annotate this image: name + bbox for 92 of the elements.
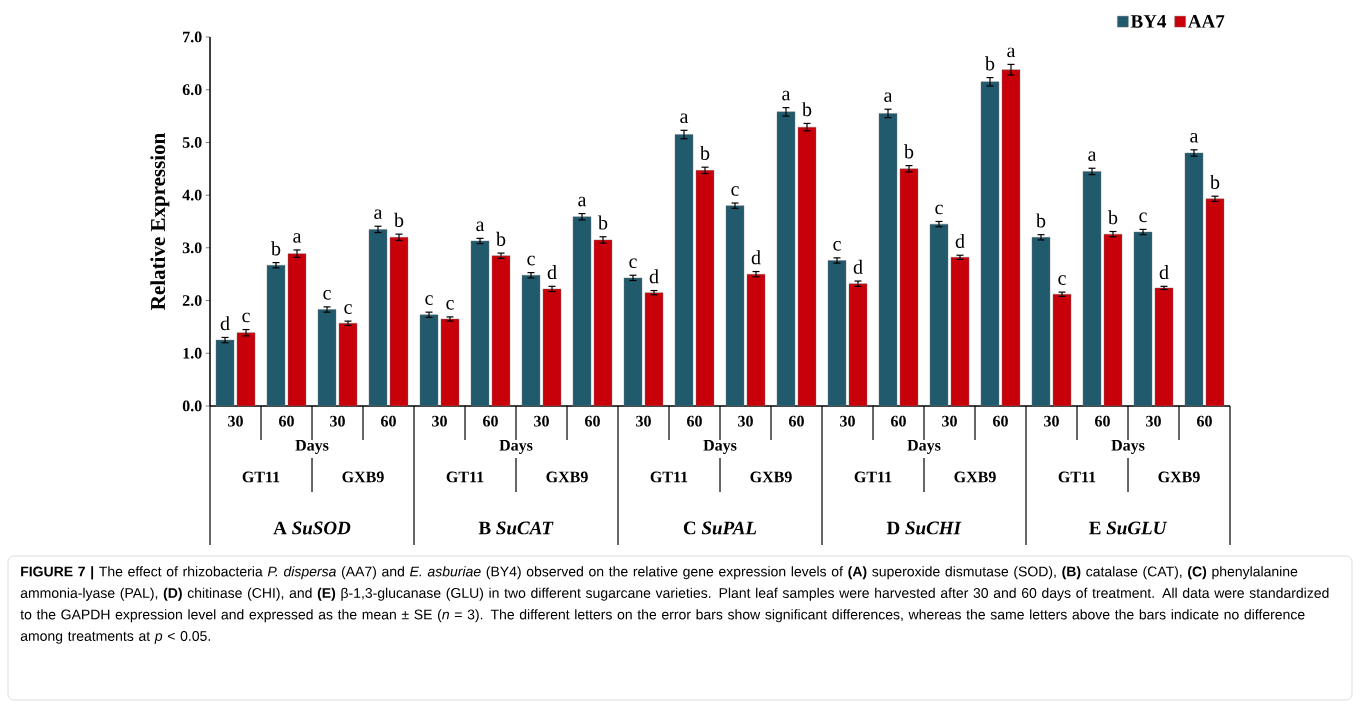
- data-label: d: [649, 269, 659, 284]
- y-tick-label: 7.0: [183, 31, 202, 43]
- y-tick-label: 6.0: [182, 84, 202, 96]
- y-axis-title: Relative Expression: [150, 133, 170, 310]
- text: GXB9: [1158, 471, 1200, 483]
- data-label: b: [496, 231, 506, 246]
- data-label: c: [446, 300, 454, 310]
- data-label: b: [904, 144, 914, 159]
- x-tick-label: 30: [840, 415, 855, 427]
- y-tick-label: 4.0: [182, 189, 202, 201]
- x-tick-label: 60: [585, 415, 600, 427]
- data-label: a: [884, 92, 893, 102]
- data-label: a: [293, 233, 302, 243]
- data-label: a: [374, 209, 383, 220]
- data-label: b: [1108, 210, 1118, 225]
- text: GXB9: [750, 471, 792, 483]
- legend-label: BY4: [1130, 15, 1167, 28]
- x-tick-label: 60: [483, 415, 498, 427]
- data-label: b: [394, 212, 404, 227]
- data-label: a: [680, 113, 689, 124]
- data-label: c: [1139, 212, 1147, 223]
- text: GT11: [854, 471, 892, 483]
- data-label: b: [271, 241, 281, 256]
- data-label: c: [1058, 275, 1066, 285]
- data-label: b: [985, 56, 995, 71]
- text: GT11: [650, 471, 688, 483]
- x-tick-label: 30: [330, 415, 345, 427]
- data-label: a: [1088, 151, 1097, 162]
- y-tick-label: 2.0: [182, 295, 202, 306]
- x-tick-label: 60: [993, 415, 1008, 427]
- x-tick-label: 30: [1044, 415, 1059, 427]
- data-label: c: [935, 204, 943, 215]
- x-tick-label: 30: [534, 415, 549, 427]
- data-label: a: [1190, 133, 1199, 143]
- data-label: c: [629, 258, 637, 269]
- text: Days: [295, 440, 329, 454]
- data-label: c: [527, 255, 535, 266]
- data-label: c: [242, 312, 250, 323]
- data-label: a: [476, 221, 485, 232]
- text: E SuGLU: [1089, 521, 1168, 535]
- text: B SuCAT: [478, 521, 554, 535]
- text: FIGURE 7 | The effect of rhizobacteria P. dispersa (AA7) and E. asburiae (BY4) observed on the relative gene expression levels of (A) superoxide dismutase (SOD), (B) catalase (CAT), (C) phenylalanine ammonia-lyase (PAL), (D) chitinase (CHI), and (E) β-1,3-glucanase (GLU) in two different sugarcane varieties. Plant leaf samples were harvested after 30 and 60 days of treatment. All data were standardized to the GAPDH expression level and expressed as the mean ± SE (n = 3). The different letters on the error bars show significant differences, whereas the same letters above the bars indicate no difference among treatments at p < 0.05.: [20, 566, 1329, 644]
- data-label: d: [220, 316, 230, 331]
- text: Days: [703, 440, 737, 454]
- text: GXB9: [954, 471, 996, 483]
- x-tick-label: 60: [891, 415, 906, 427]
- data-label: a: [1007, 47, 1016, 58]
- data-label: d: [751, 250, 761, 265]
- text: C SuPAL: [683, 521, 757, 535]
- data-label: a: [782, 90, 791, 101]
- data-label: b: [1210, 174, 1220, 189]
- text: GT11: [242, 471, 280, 483]
- x-tick-label: 30: [942, 415, 957, 427]
- data-label: d: [955, 233, 965, 249]
- x-tick-label: 60: [687, 415, 702, 427]
- legend-label: AA7: [1188, 15, 1225, 28]
- text: A SuSOD: [273, 521, 351, 535]
- text: GXB9: [546, 471, 588, 483]
- text: Days: [499, 440, 533, 454]
- data-label: d: [1159, 265, 1169, 280]
- x-tick-label: 60: [1095, 415, 1110, 427]
- x-tick-label: 60: [789, 415, 804, 427]
- data-label: b: [598, 215, 608, 230]
- x-tick-label: 30: [738, 415, 753, 427]
- y-tick-label: 3.0: [182, 242, 202, 254]
- x-tick-label: 30: [1146, 415, 1161, 427]
- x-tick-label: 30: [636, 415, 651, 427]
- y-tick-label: 0.0: [182, 400, 202, 412]
- text: GXB9: [342, 471, 384, 483]
- data-label: d: [547, 265, 557, 280]
- data-label: c: [425, 295, 433, 305]
- x-tick-label: 30: [432, 415, 447, 427]
- data-label: b: [802, 102, 812, 117]
- data-label: b: [700, 145, 710, 160]
- text: GT11: [446, 471, 484, 483]
- data-label: c: [323, 290, 331, 300]
- data-label: c: [344, 304, 352, 314]
- data-label: c: [731, 186, 739, 196]
- data-label: b: [1036, 213, 1046, 228]
- text: Days: [907, 440, 941, 454]
- x-tick-label: 60: [1197, 415, 1212, 427]
- text: Days: [1111, 440, 1145, 454]
- text: D SuCHI: [886, 521, 962, 535]
- data-label: d: [853, 259, 863, 274]
- x-tick-label: 60: [381, 415, 396, 427]
- x-tick-label: 60: [279, 415, 294, 427]
- data-label: c: [833, 241, 841, 251]
- data-label: a: [578, 196, 587, 207]
- text: GT11: [1058, 471, 1096, 483]
- x-tick-label: 30: [228, 415, 243, 427]
- y-tick-label: 5.0: [182, 136, 202, 148]
- y-tick-label: 1.0: [183, 347, 202, 359]
